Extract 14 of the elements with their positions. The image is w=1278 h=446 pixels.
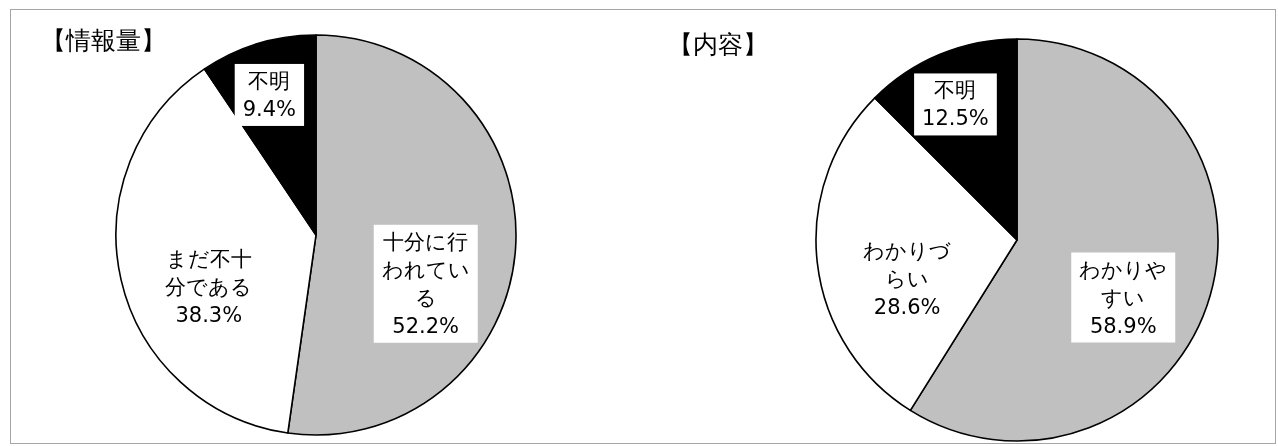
- data-label: 12.5%: [922, 106, 989, 131]
- slice-label: 十分に行われている: [381, 229, 470, 310]
- slice-label: わかりやすい: [1079, 257, 1168, 310]
- data-label: 38.3%: [175, 302, 243, 327]
- slice-label: わかりづらい: [863, 239, 952, 292]
- data-label: 9.4%: [242, 96, 297, 121]
- slice-label: 不明: [248, 68, 291, 93]
- data-label: 52.2%: [392, 313, 460, 338]
- chart-title: 【情報量】: [41, 26, 166, 56]
- chart-title: 【内容】: [668, 30, 768, 60]
- data-label: 58.9%: [1089, 313, 1157, 338]
- data-label: 28.6%: [873, 295, 941, 320]
- slice-label: 不明: [934, 78, 977, 103]
- slice-label: まだ不十分である: [165, 246, 253, 299]
